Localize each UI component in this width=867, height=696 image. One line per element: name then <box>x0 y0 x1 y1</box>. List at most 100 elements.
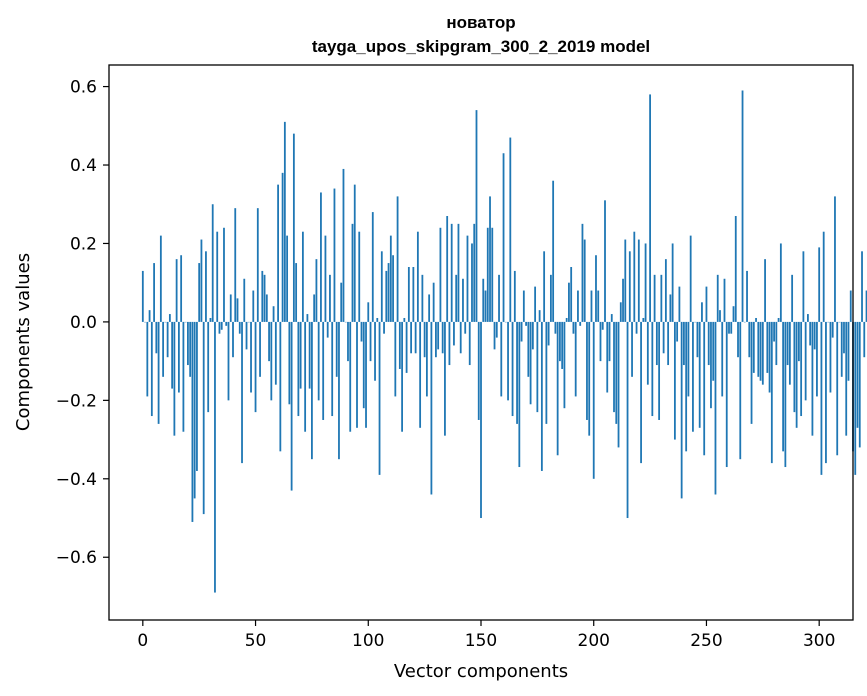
bar <box>153 263 155 322</box>
bar <box>816 321 818 397</box>
bar <box>782 321 785 452</box>
bar <box>822 231 825 322</box>
bar <box>403 317 406 322</box>
bar <box>187 321 189 366</box>
bar <box>529 321 532 405</box>
bar <box>308 321 311 389</box>
bar <box>554 321 557 334</box>
bar <box>265 294 268 322</box>
bar <box>516 321 518 424</box>
bar <box>759 321 762 381</box>
bar <box>604 200 606 322</box>
bar <box>755 317 757 322</box>
bar <box>536 321 539 413</box>
bar <box>455 274 458 322</box>
bar <box>500 321 503 397</box>
bar <box>716 274 719 322</box>
bar <box>531 321 534 350</box>
bar <box>301 231 304 322</box>
bar <box>211 204 214 322</box>
bar <box>513 270 516 322</box>
bar <box>256 208 259 322</box>
bar <box>173 321 176 436</box>
bar <box>637 239 640 322</box>
bar <box>326 321 329 338</box>
bar <box>295 263 298 322</box>
x-tick-label: 250 <box>690 631 722 651</box>
bar <box>448 321 451 366</box>
x-axis: 0 50 100 150 200 250 300 <box>137 620 835 651</box>
bar <box>658 321 661 420</box>
bar <box>854 321 857 475</box>
bar <box>786 321 789 366</box>
bar <box>739 321 742 460</box>
bar <box>299 321 302 389</box>
bar <box>398 321 401 369</box>
bar <box>797 321 800 362</box>
bar <box>750 321 753 424</box>
bar <box>444 321 446 436</box>
bar <box>653 274 656 322</box>
bar <box>333 188 336 322</box>
bar <box>527 321 530 377</box>
bar <box>671 243 674 322</box>
bar <box>829 321 832 393</box>
bar <box>559 321 561 362</box>
bar <box>764 259 766 322</box>
bar <box>338 321 340 460</box>
y-tick-label: −0.2 <box>56 391 97 411</box>
bar <box>721 321 724 397</box>
bar <box>236 298 239 322</box>
bar <box>220 321 223 330</box>
bar <box>292 133 295 322</box>
bar <box>856 321 859 428</box>
bar <box>177 321 180 393</box>
bar <box>146 321 149 397</box>
bar <box>849 290 852 322</box>
bar <box>259 321 261 377</box>
bar <box>148 310 151 322</box>
bar <box>820 321 823 475</box>
bar <box>304 321 307 432</box>
bar <box>306 314 309 322</box>
bar <box>374 321 376 381</box>
bar <box>322 321 325 420</box>
bar <box>198 263 201 322</box>
bar <box>441 321 444 354</box>
bar <box>329 274 331 322</box>
bar <box>705 286 708 322</box>
x-tick-label: 50 <box>245 631 267 651</box>
bar <box>748 321 751 358</box>
bar <box>707 321 710 366</box>
bar <box>157 321 160 424</box>
bar <box>825 321 827 464</box>
bar <box>714 321 717 495</box>
bar <box>807 314 809 322</box>
bar <box>502 153 505 322</box>
bar <box>150 321 153 417</box>
bar <box>410 321 413 354</box>
bar <box>407 267 410 322</box>
bar <box>725 321 728 468</box>
bar <box>626 321 629 519</box>
bar <box>741 90 744 322</box>
bar <box>252 290 255 322</box>
bar <box>495 321 498 338</box>
bar <box>473 223 476 322</box>
bar <box>227 321 230 401</box>
bar <box>669 294 672 322</box>
bar <box>624 239 627 322</box>
y-tick-label: −0.6 <box>56 548 97 568</box>
bar <box>680 321 683 499</box>
bar <box>331 321 334 417</box>
bar <box>419 321 422 428</box>
bar <box>572 321 575 334</box>
bar <box>462 278 464 322</box>
bar <box>430 321 433 495</box>
bar <box>416 231 419 322</box>
bar <box>311 321 313 460</box>
bar <box>313 294 316 322</box>
bar <box>320 192 322 322</box>
bar <box>685 321 688 452</box>
